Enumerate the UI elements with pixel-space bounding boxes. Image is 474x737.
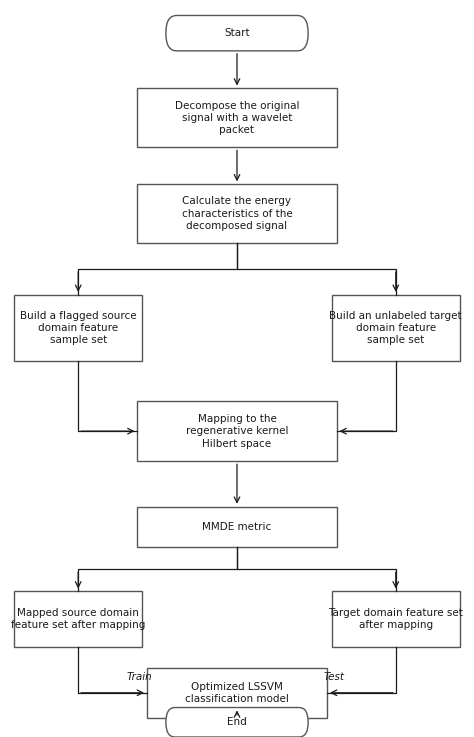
FancyBboxPatch shape [137,507,337,547]
FancyBboxPatch shape [332,591,460,647]
Text: Start: Start [224,28,250,38]
FancyBboxPatch shape [137,184,337,243]
Text: End: End [227,717,247,727]
Text: Build a flagged source
domain feature
sample set: Build a flagged source domain feature sa… [20,310,137,346]
FancyBboxPatch shape [166,15,308,51]
FancyBboxPatch shape [137,88,337,147]
Text: Mapping to the
regenerative kernel
Hilbert space: Mapping to the regenerative kernel Hilbe… [186,413,288,449]
Text: Calculate the energy
characteristics of the
decomposed signal: Calculate the energy characteristics of … [182,196,292,231]
FancyBboxPatch shape [332,295,460,361]
Text: Train: Train [127,671,153,682]
Text: Test: Test [324,671,345,682]
FancyBboxPatch shape [147,668,327,718]
FancyBboxPatch shape [166,708,308,737]
Text: Optimized LSSVM
classification model: Optimized LSSVM classification model [185,682,289,704]
Text: Target domain feature set
after mapping: Target domain feature set after mapping [328,608,463,630]
Text: MMDE metric: MMDE metric [202,522,272,532]
FancyBboxPatch shape [14,591,142,647]
Text: Mapped source domain
feature set after mapping: Mapped source domain feature set after m… [11,608,146,630]
FancyBboxPatch shape [137,401,337,461]
Text: Decompose the original
signal with a wavelet
packet: Decompose the original signal with a wav… [175,100,299,136]
Text: Build an unlabeled target
domain feature
sample set: Build an unlabeled target domain feature… [329,310,462,346]
FancyBboxPatch shape [14,295,142,361]
